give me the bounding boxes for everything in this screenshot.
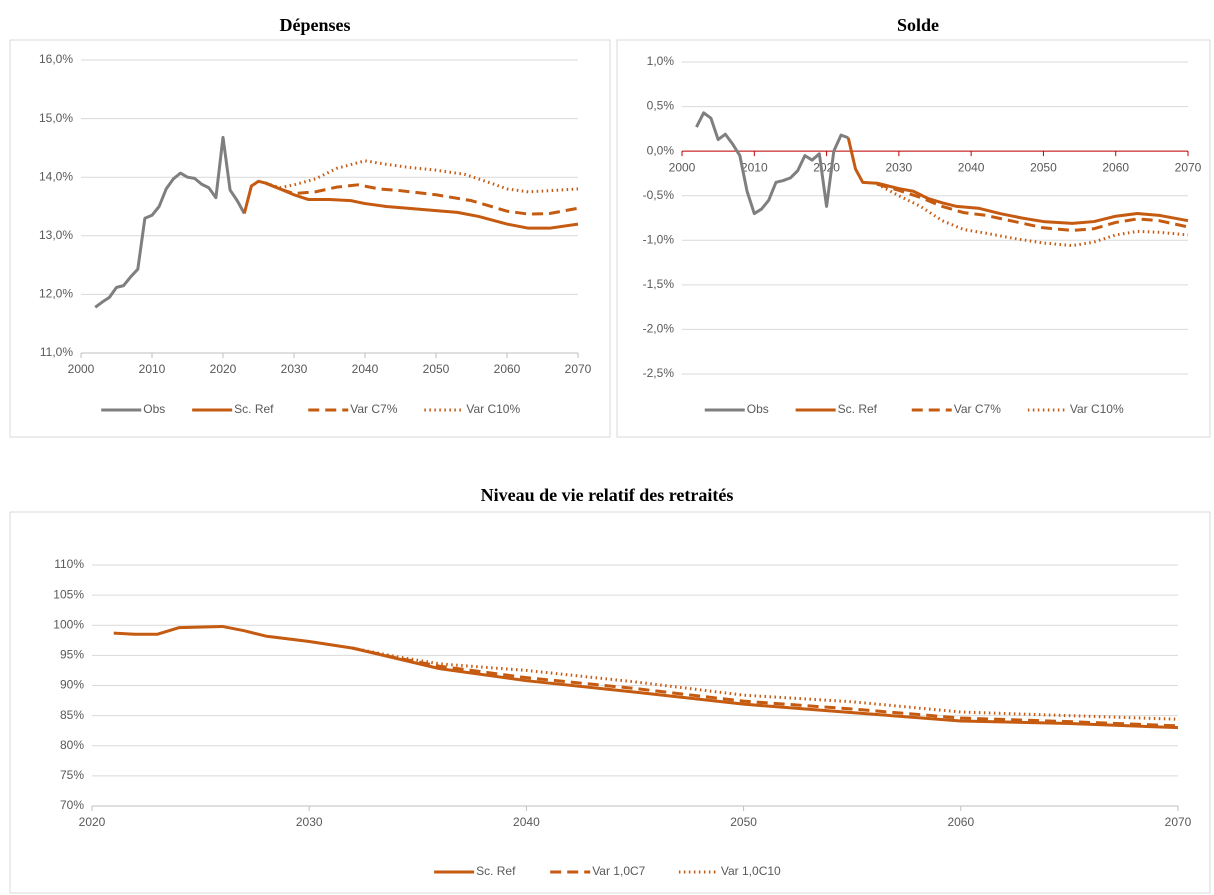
panel — [9, 39, 611, 438]
legend-label: Obs — [747, 402, 769, 416]
legend-label: Var C7% — [954, 402, 1001, 416]
series-line — [876, 182, 1189, 232]
x-tick-label: 2000 — [68, 362, 95, 376]
y-tick-label: 14,0% — [39, 169, 73, 183]
legend-label: Obs — [143, 402, 165, 416]
y-tick-label: 0,0% — [647, 143, 675, 157]
y-tick-label: 0,5% — [647, 99, 675, 113]
y-tick-label: 16,0% — [39, 52, 73, 66]
x-tick-label: 2060 — [494, 362, 521, 376]
x-tick-label: 2010 — [139, 362, 166, 376]
x-tick-label: 2070 — [1165, 815, 1192, 829]
y-tick-label: 85% — [60, 708, 84, 722]
y-tick-label: 95% — [60, 648, 84, 662]
x-tick-label: 2040 — [352, 362, 379, 376]
x-tick-label: 2050 — [730, 815, 757, 829]
series-line — [352, 646, 1179, 728]
y-tick-label: 105% — [53, 587, 84, 601]
legend-label: Var C10% — [1070, 402, 1124, 416]
y-tick-label: -0,5% — [643, 188, 675, 202]
legend-label: Var 1,0C7 — [592, 864, 645, 878]
series-line — [352, 646, 1179, 721]
panel — [616, 39, 1211, 438]
x-tick-label: 2030 — [886, 160, 913, 174]
series-line — [94, 135, 246, 309]
y-tick-label: 12,0% — [39, 287, 73, 301]
x-tick-label: 2000 — [669, 160, 696, 174]
chart-title: Solde — [897, 15, 939, 35]
y-tick-label: 80% — [60, 738, 84, 752]
y-tick-label: 1,0% — [647, 54, 675, 68]
x-tick-label: 2040 — [958, 160, 985, 174]
y-tick-label: 75% — [60, 768, 84, 782]
x-tick-label: 2020 — [210, 362, 237, 376]
series-line — [265, 181, 579, 216]
legend-label: Var C7% — [350, 402, 397, 416]
x-tick-label: 2030 — [296, 815, 323, 829]
x-tick-label: 2040 — [513, 815, 540, 829]
legend-label: Sc. Ref — [838, 402, 878, 416]
y-tick-label: 13,0% — [39, 228, 73, 242]
y-tick-label: -1,0% — [643, 232, 675, 246]
legend-label: Sc. Ref — [476, 864, 516, 878]
x-tick-label: 2060 — [947, 815, 974, 829]
x-tick-label: 2070 — [1175, 160, 1202, 174]
x-tick-label: 2010 — [741, 160, 768, 174]
x-tick-label: 2020 — [79, 815, 106, 829]
y-tick-label: -2,5% — [643, 366, 675, 380]
x-tick-label: 2050 — [423, 362, 450, 376]
y-tick-label: 100% — [53, 617, 84, 631]
y-tick-label: -2,0% — [643, 322, 675, 336]
x-tick-label: 2060 — [1102, 160, 1129, 174]
series-line — [876, 182, 1189, 248]
x-tick-label: 2070 — [565, 362, 592, 376]
y-tick-label: 11,0% — [40, 345, 73, 359]
legend-label: Var C10% — [466, 402, 520, 416]
chart-title: Niveau de vie relatif des retraités — [481, 485, 734, 505]
x-tick-label: 2050 — [1030, 160, 1057, 174]
series-line — [695, 111, 849, 216]
y-tick-label: -1,5% — [643, 277, 675, 291]
x-tick-label: 2030 — [281, 362, 308, 376]
x-tick-label: 2020 — [813, 160, 840, 174]
legend-label: Sc. Ref — [234, 402, 274, 416]
y-tick-label: 70% — [60, 798, 84, 812]
legend-label: Var 1,0C10 — [721, 864, 781, 878]
chart-title: Dépenses — [280, 15, 351, 35]
panel — [9, 511, 1211, 894]
y-tick-label: 110% — [54, 557, 84, 571]
y-tick-label: 15,0% — [39, 111, 73, 125]
y-tick-label: 90% — [60, 678, 84, 692]
